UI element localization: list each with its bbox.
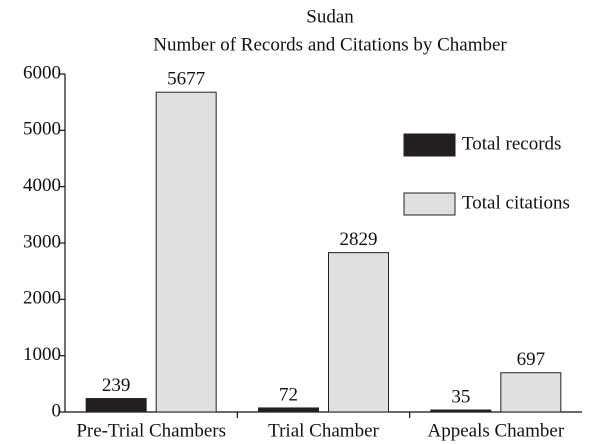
legend-swatch — [403, 192, 456, 216]
legend-label: Total citations — [462, 192, 570, 213]
y-tick-label: 6000 — [23, 62, 61, 83]
x-tick-label: Appeals Chamber — [428, 420, 565, 441]
value-label: 697 — [517, 349, 546, 370]
x-tick-label: Trial Chamber — [268, 420, 379, 441]
value-label: 35 — [451, 386, 470, 407]
legend-label: Total records — [462, 133, 561, 154]
value-label: 5677 — [167, 69, 205, 90]
y-tick-label: 5000 — [23, 119, 61, 140]
bar — [430, 409, 492, 413]
y-tick-label: 1000 — [23, 344, 61, 365]
chart-subtitle: Number of Records and Citations by Chamb… — [153, 34, 507, 55]
y-tick-label: 3000 — [23, 231, 61, 252]
x-tick-label: Pre-Trial Chambers — [76, 420, 226, 441]
value-label: 72 — [279, 384, 298, 405]
chart-title: Sudan — [306, 6, 354, 27]
y-tick-label: 2000 — [23, 288, 61, 309]
bar — [85, 398, 147, 413]
value-label: 239 — [102, 375, 131, 396]
bar — [328, 252, 389, 413]
bar — [258, 407, 319, 413]
value-label: 2829 — [340, 229, 378, 250]
y-tick-label: 4000 — [23, 175, 61, 196]
y-tick-label: 0 — [52, 400, 62, 421]
bar — [155, 91, 217, 413]
bar — [500, 372, 562, 413]
legend-swatch — [403, 133, 456, 157]
